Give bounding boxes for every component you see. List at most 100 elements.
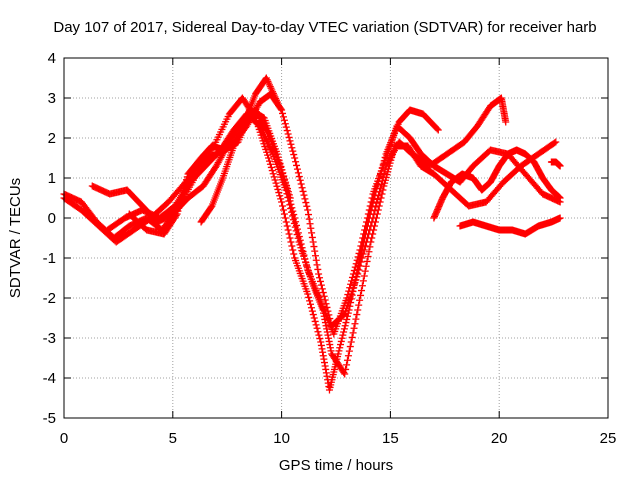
data-point-marker: [354, 253, 362, 261]
data-point-marker: [343, 294, 351, 302]
data-point-marker: [356, 262, 364, 270]
data-point-marker: [358, 254, 366, 262]
data-layer: [60, 74, 564, 394]
data-point-marker: [279, 109, 287, 117]
data-point-marker: [358, 238, 366, 246]
data-point-marker: [313, 261, 321, 269]
data-point-marker: [284, 130, 292, 138]
data-point-marker: [339, 331, 347, 339]
data-point-marker: [289, 147, 297, 155]
data-point-marker: [302, 199, 310, 207]
series-track-6: [197, 74, 281, 226]
data-point-marker: [271, 176, 279, 184]
data-point-marker: [336, 344, 344, 352]
data-point-marker: [348, 333, 356, 341]
data-point-marker: [286, 201, 294, 209]
data-point-marker: [347, 280, 355, 288]
data-point-marker: [366, 243, 374, 251]
data-point-marker: [317, 281, 325, 289]
data-point-marker: [357, 291, 365, 299]
data-point-marker: [357, 287, 365, 295]
data-point-marker: [273, 150, 281, 158]
data-point-marker: [278, 198, 286, 206]
data-point-marker: [344, 352, 352, 360]
data-point-marker: [316, 274, 324, 282]
data-point-marker: [344, 356, 352, 364]
data-point-marker: [318, 285, 326, 293]
data-point-marker: [292, 227, 300, 235]
data-point-marker: [373, 210, 381, 218]
data-point-marker: [369, 230, 377, 238]
data-point-marker: [307, 304, 315, 312]
data-point-marker: [316, 277, 324, 285]
data-point-marker: [290, 250, 298, 258]
data-point-marker: [207, 203, 215, 211]
data-point-marker: [354, 306, 362, 314]
data-point-marker: [348, 273, 356, 281]
data-point-marker: [288, 242, 296, 250]
data-point-marker: [306, 220, 314, 228]
data-point-marker: [308, 233, 316, 241]
data-point-marker: [285, 230, 293, 238]
data-point-marker: [291, 223, 299, 231]
data-point-marker: [268, 167, 276, 175]
data-point-marker: [350, 324, 358, 332]
data-point-marker: [297, 180, 305, 188]
data-point-marker: [305, 293, 313, 301]
data-point-marker: [308, 307, 316, 315]
data-point-marker: [361, 226, 369, 234]
data-point-marker: [360, 230, 368, 238]
data-point-marker: [346, 343, 354, 351]
data-point-marker: [366, 202, 374, 210]
data-point-marker: [556, 162, 564, 170]
data-point-marker: [287, 140, 295, 148]
data-point-marker: [342, 319, 350, 327]
data-point-marker: [367, 198, 375, 206]
data-point-marker: [266, 160, 274, 168]
data-point-marker: [310, 243, 318, 251]
data-point-marker: [313, 324, 321, 332]
data-point-marker: [320, 292, 328, 300]
data-point-marker: [341, 322, 349, 330]
data-point-marker: [319, 289, 327, 297]
data-point-marker: [355, 301, 363, 309]
data-point-marker: [342, 365, 350, 373]
data-point-marker: [355, 249, 363, 257]
data-point-marker: [296, 176, 304, 184]
data-point-marker: [294, 234, 302, 242]
data-point-marker: [278, 166, 286, 174]
data-point-marker: [358, 282, 366, 290]
data-point-marker: [434, 126, 442, 134]
x-tick-label: 5: [169, 430, 177, 447]
data-point-marker: [502, 118, 510, 126]
data-point-marker: [365, 206, 373, 214]
data-point-marker: [267, 163, 275, 171]
data-point-marker: [311, 317, 319, 325]
data-point-marker: [334, 350, 342, 358]
data-point-marker: [337, 337, 345, 345]
data-point-marker: [551, 139, 559, 147]
x-tick-label: 20: [491, 430, 508, 447]
data-point-marker: [287, 205, 295, 213]
data-point-marker: [316, 335, 324, 343]
x-tick-label: 0: [60, 430, 68, 447]
data-point-marker: [315, 331, 323, 339]
data-point-marker: [311, 247, 319, 255]
data-point-marker: [277, 105, 285, 113]
data-point-marker: [309, 311, 317, 319]
data-point-marker: [282, 123, 290, 131]
data-point-marker: [341, 370, 349, 378]
data-point-marker: [284, 226, 292, 234]
data-point-marker: [433, 125, 441, 133]
data-point-marker: [281, 175, 289, 183]
data-point-marker: [306, 297, 314, 305]
data-point-marker: [299, 187, 307, 195]
data-point-marker: [272, 179, 280, 187]
grid-layer: [64, 58, 608, 418]
data-point-marker: [279, 202, 287, 210]
data-point-marker: [279, 206, 287, 214]
data-point-marker: [364, 210, 372, 218]
chart-title: Day 107 of 2017, Sidereal Day-to-day VTE…: [53, 19, 596, 36]
data-point-marker: [377, 194, 385, 202]
data-point-marker: [352, 315, 360, 323]
